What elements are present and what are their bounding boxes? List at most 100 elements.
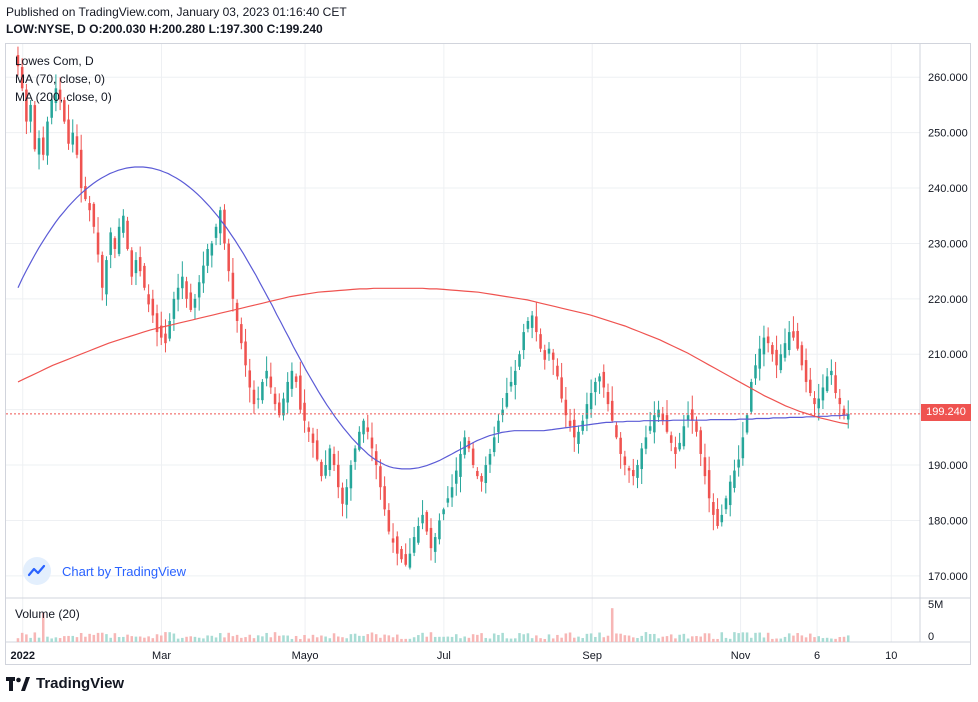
candle-body [105, 260, 108, 295]
candle-body [636, 465, 639, 478]
candle-body [480, 475, 483, 482]
candle-body [84, 186, 87, 200]
candle-body [138, 257, 142, 272]
candle-body [695, 421, 698, 432]
candle-body [240, 324, 243, 344]
candle-body [459, 453, 462, 477]
candle-body [754, 365, 757, 379]
volume-bar [724, 637, 728, 642]
volume-bar [594, 636, 597, 642]
candle-body [143, 265, 146, 288]
volume-bar [564, 633, 568, 642]
candle-body [543, 350, 547, 360]
ma70-line [17, 166, 849, 470]
candle-body [627, 468, 631, 471]
volume-bar [29, 637, 32, 642]
candle-body [674, 447, 677, 454]
volume-bar [240, 637, 243, 642]
volume-bar [476, 634, 479, 642]
candle-body [817, 398, 820, 409]
candle-body [396, 536, 399, 554]
candle-body [391, 538, 395, 543]
footer-logo-text[interactable]: TradingView [36, 675, 125, 692]
volume-bar [231, 636, 235, 642]
volume-bar [783, 636, 787, 642]
candle-body [370, 437, 374, 449]
candle-body [299, 375, 302, 410]
candle-body [417, 525, 420, 543]
volume-bar [771, 638, 774, 642]
candle-body [750, 381, 753, 412]
candle-body [783, 343, 787, 358]
candle-body [387, 510, 391, 532]
candle-body [20, 66, 24, 89]
candle-body [648, 426, 652, 431]
candle-body [366, 427, 370, 432]
tradingview-logo-icon [6, 676, 30, 691]
volume-bar [741, 632, 745, 642]
y-tick-label: 180.000 [928, 515, 968, 527]
volume-bar [766, 632, 770, 642]
volume-bar [16, 638, 20, 642]
chart-legend: Lowes Com, D MA (70, close, 0) MA (200, … [15, 52, 112, 106]
candle-body [535, 316, 538, 333]
watermark-text[interactable]: Chart by TradingView [62, 563, 187, 579]
volume-bar [41, 612, 45, 642]
volume-bar [197, 637, 201, 642]
candle-body [96, 232, 100, 255]
candle-body [67, 119, 70, 144]
candle-body [509, 381, 513, 387]
volume-bar [471, 634, 475, 642]
volume-bar [644, 632, 648, 642]
candle-body [337, 464, 340, 488]
candle-body [813, 398, 816, 405]
volume-bar [602, 637, 606, 642]
volume-bar [581, 638, 584, 642]
volume-bar [210, 635, 214, 642]
candle-body [476, 470, 479, 477]
volume-bar [813, 637, 816, 642]
x-tick-label: Jul [437, 650, 451, 662]
candle-body [113, 238, 117, 249]
candle-body [92, 203, 96, 227]
candle-body [825, 376, 829, 392]
volume-bar [71, 635, 75, 642]
volume-bar [703, 633, 707, 642]
y-tick-label: 260.000 [928, 72, 968, 84]
candle-body [164, 333, 167, 344]
candle-body [560, 377, 563, 399]
candle-body [514, 370, 517, 386]
volume-bar [113, 633, 117, 642]
candle-body [716, 508, 719, 526]
volume-bar [846, 635, 850, 642]
candle-body [842, 408, 846, 416]
volume-bar [46, 636, 49, 642]
volume-bar [438, 636, 441, 642]
volume-bar [804, 637, 808, 642]
volume-bar [745, 632, 749, 642]
candle-body [492, 437, 496, 453]
candle-body [556, 365, 559, 377]
volume-bar [573, 637, 576, 642]
volume-bar [379, 637, 382, 642]
footer-logo[interactable]: TradingView [6, 675, 124, 692]
volume-bar [315, 637, 319, 642]
candle-body [602, 371, 606, 388]
volume-bar [585, 633, 589, 642]
volume-bar [168, 632, 171, 642]
volume-bar [556, 634, 559, 642]
candle-body [362, 420, 365, 435]
candle-body [159, 325, 163, 338]
volume-bar [307, 638, 311, 642]
volume-bar [615, 633, 618, 642]
volume-bar [181, 637, 184, 642]
candle-body [804, 360, 808, 382]
candle-body [294, 376, 298, 382]
candle-body [345, 487, 348, 505]
watermark[interactable]: Chart by TradingView [22, 556, 186, 586]
candle-body [408, 553, 412, 568]
volume-bar [842, 636, 846, 642]
volume-bar [514, 638, 517, 642]
volume-bar [67, 635, 70, 642]
